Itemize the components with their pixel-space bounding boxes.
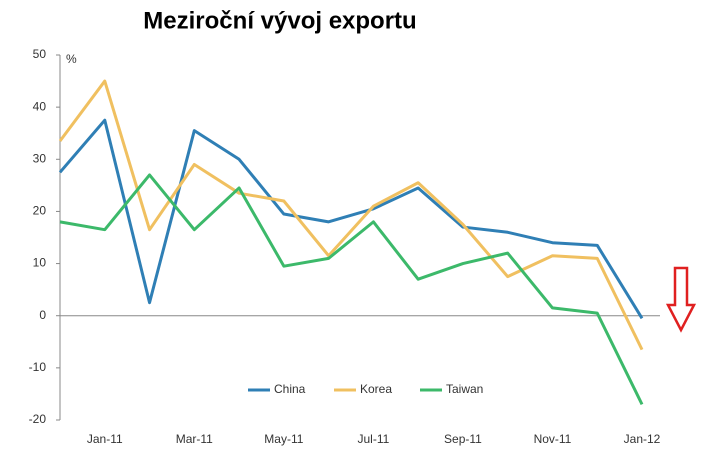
- y-tick-label: 20: [33, 204, 47, 218]
- x-tick-label: Nov-11: [534, 432, 572, 446]
- x-tick-label: Jul-11: [357, 432, 389, 446]
- legend-label: Taiwan: [446, 382, 483, 396]
- y-tick-label: 50: [33, 47, 47, 61]
- y-tick-label: 10: [33, 256, 47, 270]
- line: [58, 118, 644, 320]
- x-tick-label: May-11: [264, 432, 303, 446]
- y-tick-label: -10: [29, 360, 47, 374]
- x-tick-label: Sep-11: [444, 432, 482, 446]
- chart-title: Meziroční vývoj exportu: [143, 7, 416, 34]
- legend-label: China: [274, 382, 306, 396]
- line: [59, 173, 644, 406]
- y-tick-label: 40: [33, 99, 47, 113]
- y-tick-label: 0: [39, 308, 46, 322]
- down-arrow: [665, 266, 697, 333]
- x-tick-label: Jan-12: [624, 432, 661, 446]
- line: [58, 79, 644, 351]
- x-tick-label: Mar-11: [176, 432, 213, 446]
- legend-label: Korea: [360, 382, 392, 396]
- y-tick-label: 30: [33, 151, 47, 165]
- y-axis-label: %: [66, 52, 77, 66]
- y-tick-label: -20: [29, 412, 47, 426]
- x-tick-label: Jan-11: [87, 432, 123, 446]
